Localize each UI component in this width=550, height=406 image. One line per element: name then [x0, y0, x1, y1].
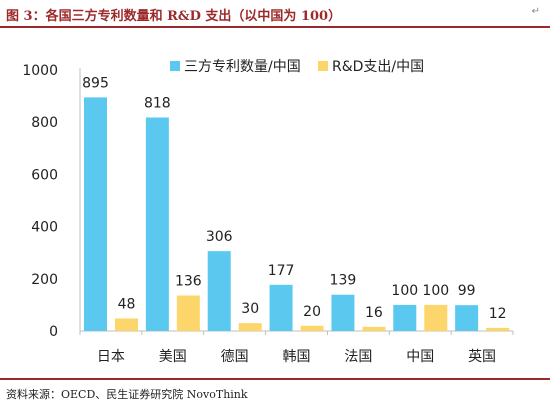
legend-label: 三方专利数量/中国	[184, 59, 301, 75]
data-label: 136	[175, 274, 202, 290]
legend: 三方专利数量/中国 R&D支出/中国	[170, 59, 424, 75]
bar-rd	[238, 323, 262, 331]
data-label: 48	[118, 296, 136, 312]
y-axis: 0 200 400 600 800 1000	[22, 63, 81, 340]
figure-title-bar: 图 3：各国三方专利数量和 R&D 支出（以中国为 100） ↵	[0, 0, 550, 28]
bar-chart: 0 200 400 600 800 1000 日本 美国 德国 韩国 法国 中国 英国 895 48 81…	[22, 59, 514, 365]
bar-rd	[115, 318, 138, 331]
bar-patents	[84, 97, 107, 331]
data-label: 99	[458, 283, 476, 299]
data-label: 177	[268, 263, 295, 279]
legend-label: R&D支出/中国	[332, 59, 424, 75]
bar-rd	[486, 327, 510, 331]
y-tick-label: 1000	[22, 63, 58, 79]
x-tick-label: 韩国	[283, 349, 311, 365]
y-tick-label: 0	[49, 324, 58, 340]
source-note: 资料来源：OECD、民生证券研究院 NovoThink	[6, 388, 248, 401]
data-label: 306	[206, 229, 233, 245]
data-label: 895	[82, 75, 109, 91]
x-tick-label: 美国	[159, 349, 187, 365]
bar-patents	[393, 304, 417, 331]
bar-patents	[145, 117, 169, 331]
bar-patents	[207, 251, 231, 331]
data-label: 20	[303, 304, 321, 320]
x-tick-label: 德国	[221, 349, 249, 365]
paragraph-mark: ↵	[531, 6, 540, 17]
y-tick-label: 800	[31, 115, 58, 131]
chart-area: 0 200 400 600 800 1000 日本 美国 德国 韩国 法国 中国 英国 895 48 81…	[0, 40, 550, 375]
x-tick-label: 英国	[468, 348, 496, 365]
y-tick-label: 600	[31, 167, 58, 183]
bar-rd	[362, 326, 386, 331]
y-tick-label: 400	[31, 220, 58, 236]
data-label: 12	[489, 306, 507, 322]
bar-patents	[455, 305, 479, 331]
x-tick-label: 中国	[406, 349, 434, 365]
source-bar: 资料来源：OECD、民生证券研究院 NovoThink	[0, 378, 550, 406]
x-tick-label: 法国	[344, 349, 372, 365]
data-label: 100	[391, 283, 418, 299]
bar-rd	[300, 325, 324, 331]
data-label: 818	[144, 96, 171, 112]
figure-title: 图 3：各国三方专利数量和 R&D 支出（以中国为 100）	[6, 9, 342, 24]
bar-group: 895 48 818 136 306 30 177 20 139 16 100 100 99 12	[82, 75, 510, 331]
bar-rd	[424, 304, 448, 331]
x-tick-label: 日本	[97, 349, 125, 365]
data-label: 139	[330, 273, 357, 289]
bar-patents	[269, 284, 293, 331]
data-label: 16	[365, 305, 383, 321]
data-label: 30	[241, 301, 259, 317]
bar-patents	[331, 294, 355, 331]
legend-swatch	[318, 61, 328, 71]
data-label: 100	[422, 283, 449, 299]
bar-rd	[176, 295, 200, 331]
y-tick-label: 200	[31, 272, 58, 288]
legend-swatch	[170, 61, 180, 71]
x-axis: 日本 美国 德国 韩国 法国 中国 英国	[79, 330, 514, 365]
